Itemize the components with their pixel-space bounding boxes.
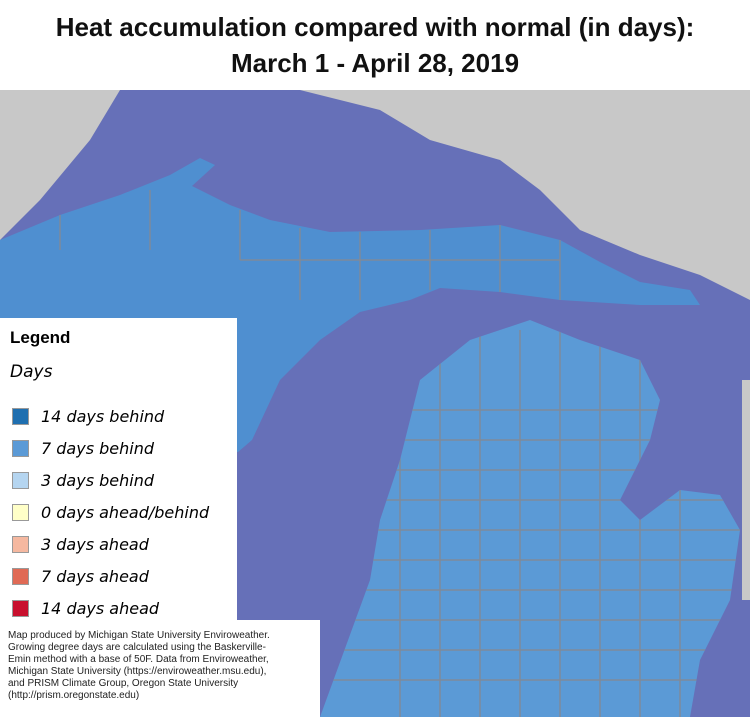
land-north	[300, 90, 750, 300]
credit-line: Emin method with a base of 50F. Data fro…	[8, 654, 269, 665]
land-east	[742, 380, 750, 600]
lower-peninsula	[320, 320, 740, 717]
legend-item: 7 days ahead	[12, 566, 149, 586]
legend-swatch	[12, 407, 29, 425]
legend-item: 0 days ahead/behind	[12, 502, 209, 522]
county-lines	[320, 330, 740, 717]
legend-swatch	[12, 535, 29, 553]
legend-label: 14 days behind	[41, 406, 165, 426]
credit: Map produced by Michigan State Universit…	[0, 620, 320, 717]
legend-item: 3 days ahead	[12, 534, 149, 554]
legend-swatch	[12, 567, 29, 585]
legend-swatch	[12, 471, 29, 489]
legend-swatch	[12, 503, 29, 521]
legend-title: Legend	[10, 328, 71, 347]
credit-line: (http://prism.oregonstate.edu)	[8, 690, 140, 701]
legend-label: 7 days ahead	[41, 566, 149, 586]
legend-label: 3 days behind	[41, 470, 154, 490]
legend-swatch	[12, 599, 29, 617]
legend-item: 14 days ahead	[12, 598, 159, 618]
legend: Legend Days 14 days behind 7 days behind 3…	[0, 318, 237, 620]
credit-line: Map produced by Michigan State Universit…	[8, 630, 270, 641]
legend-swatch	[12, 439, 29, 457]
legend-label: 7 days behind	[41, 438, 154, 458]
legend-item: 3 days behind	[12, 470, 154, 490]
legend-item: 14 days behind	[12, 406, 164, 426]
legend-label: 0 days ahead/behind	[41, 502, 210, 522]
county-lines-up	[59, 190, 561, 300]
subtitle: March 1 - April 28, 2019	[230, 48, 520, 78]
legend-subtitle: Days	[10, 362, 53, 382]
legend-label: 3 days ahead	[41, 534, 149, 554]
credit-line: Growing degree days are calculated using…	[8, 642, 266, 653]
credit-line: Michigan State University (https://envir…	[8, 666, 267, 677]
legend-label: 14 days ahead	[41, 598, 160, 618]
title: Heat accumulation compared with normal (…	[55, 12, 695, 42]
land-west	[0, 90, 120, 240]
legend-item: 7 days behind	[12, 438, 154, 458]
credit-line: and PRISM Climate Group, Oregon State Un…	[8, 678, 239, 689]
